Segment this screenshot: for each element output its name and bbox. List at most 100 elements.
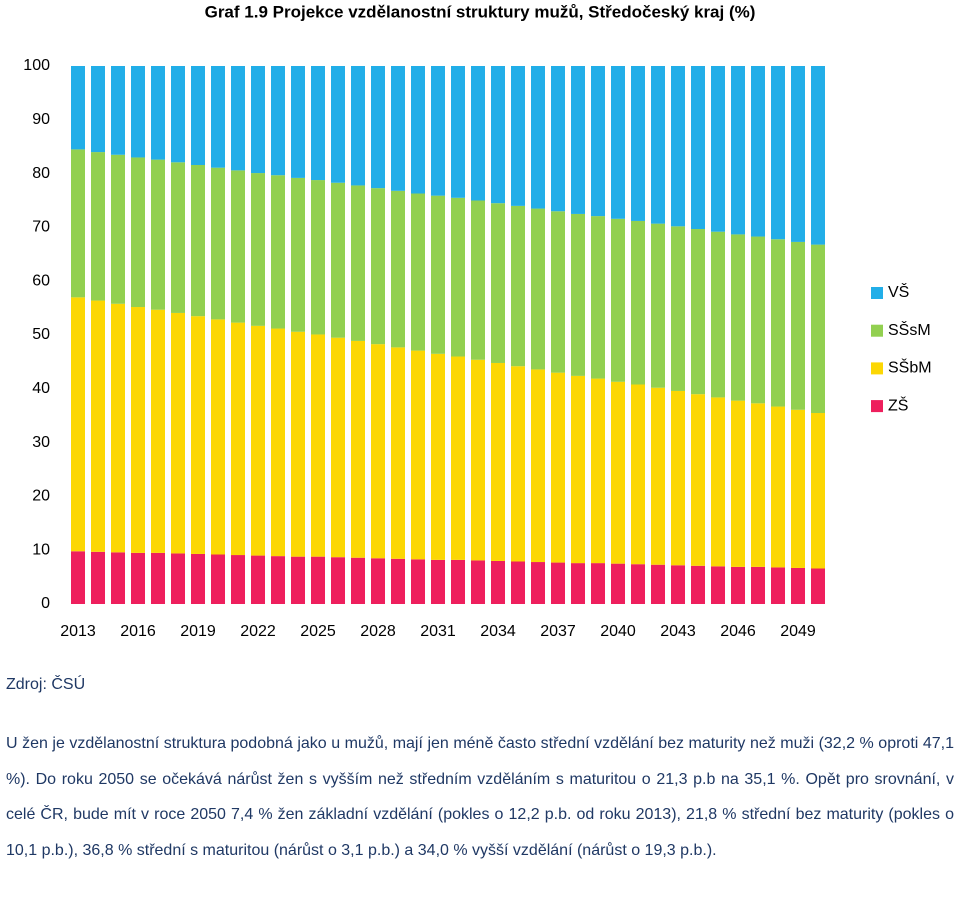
y-tick-label: 20 [32, 488, 50, 505]
bar-segment [151, 66, 165, 160]
bar-segment [811, 244, 825, 414]
bar-segment [691, 394, 705, 566]
bar-segment [511, 561, 525, 604]
bar-segment [171, 162, 185, 313]
x-tick-label: 2028 [360, 623, 396, 640]
bar-segment [771, 406, 785, 568]
bar-segment [611, 563, 625, 604]
bar-segment [791, 567, 805, 604]
bar-segment [291, 66, 305, 178]
bar-segment [531, 369, 545, 563]
bar-segment [631, 220, 645, 385]
bar-segment [371, 188, 385, 345]
bar-segment [91, 66, 105, 153]
bar-segment [631, 66, 645, 221]
bar-segment [191, 553, 205, 604]
bar-segment [731, 66, 745, 235]
x-tick-label: 2037 [540, 623, 576, 640]
bar-segment [211, 167, 225, 320]
bar-segment [411, 66, 425, 194]
bar-segment [251, 555, 265, 604]
bar-segment [571, 66, 585, 214]
bar-segment [391, 347, 405, 559]
bar-segment [751, 403, 765, 567]
bar-segment [151, 159, 165, 310]
bar-segment [511, 366, 525, 562]
bar-segment [231, 66, 245, 171]
bar-segment [371, 344, 385, 559]
bar-segment [391, 558, 405, 604]
y-tick-label: 70 [32, 219, 50, 236]
bar-segment [111, 552, 125, 604]
bar-segment [351, 340, 365, 558]
bar-segment [511, 66, 525, 206]
y-tick-label: 100 [23, 57, 50, 74]
bar-segment [131, 307, 145, 553]
x-tick-label: 2034 [480, 623, 516, 640]
bar-segment [711, 231, 725, 398]
bar-segment [271, 556, 285, 604]
bar-segment [711, 566, 725, 604]
bar-segment [71, 66, 85, 150]
bar-segment [251, 325, 265, 556]
x-tick-label: 2031 [420, 623, 456, 640]
bar-segment [391, 190, 405, 348]
bar-segment [131, 66, 145, 158]
bar-segment [131, 552, 145, 604]
chart-title: Graf 1.9 Projekce vzdělanostní struktury… [205, 2, 756, 21]
bar-segment [731, 400, 745, 567]
bar-segment [791, 409, 805, 568]
bar-segment [91, 300, 105, 552]
bar-segment [411, 193, 425, 351]
bar-segment [531, 66, 545, 209]
source: Zdroj: ČSÚ [6, 676, 86, 693]
bar-segment [631, 384, 645, 565]
x-tick-label: 2022 [240, 623, 276, 640]
legend-swatch [871, 362, 883, 375]
bar-segment [251, 66, 265, 174]
legend-label: SŠsM [888, 320, 931, 339]
bar-segment [391, 66, 405, 191]
bar-segment [291, 331, 305, 557]
bar-segment [531, 562, 545, 604]
legend-swatch [871, 400, 883, 413]
bar-segment [751, 236, 765, 404]
y-tick-label: 30 [32, 434, 50, 451]
bar-segment [731, 566, 745, 604]
bar-segment [171, 66, 185, 163]
bar-segment [291, 177, 305, 332]
bar-segment [431, 353, 445, 560]
x-tick-label: 2016 [120, 623, 156, 640]
x-tick-label: 2025 [300, 623, 336, 640]
bar-segment [791, 241, 805, 410]
legend-swatch [871, 287, 883, 299]
bar-segment [311, 180, 325, 335]
bar-segment [811, 568, 825, 604]
bar-segment [571, 375, 585, 564]
bar-segment [131, 157, 145, 308]
y-tick-label: 50 [32, 326, 50, 343]
bar-segment [591, 66, 605, 217]
x-tick-label: 2019 [180, 623, 216, 640]
bar-segment [651, 223, 665, 388]
bar-segment [371, 558, 385, 604]
legend-label: VŠ [888, 282, 909, 301]
bar-segment [511, 205, 525, 367]
bar-segment [271, 328, 285, 557]
bar-segment [811, 413, 825, 569]
bar-segment [711, 397, 725, 567]
bar-segment [411, 559, 425, 604]
x-tick-label: 2013 [60, 623, 96, 640]
bar-segment [671, 226, 685, 391]
y-tick-label: 10 [32, 541, 50, 558]
bar-segment [471, 359, 485, 561]
bar-segment [551, 562, 565, 604]
bar-segment [491, 362, 505, 561]
bar-segment [111, 303, 125, 553]
bar-segment [351, 185, 365, 341]
bar-segment [471, 560, 485, 604]
bar-segment [351, 66, 365, 186]
bar-segment [691, 229, 705, 395]
bar-segment [551, 66, 565, 212]
bar-segment [591, 216, 605, 379]
